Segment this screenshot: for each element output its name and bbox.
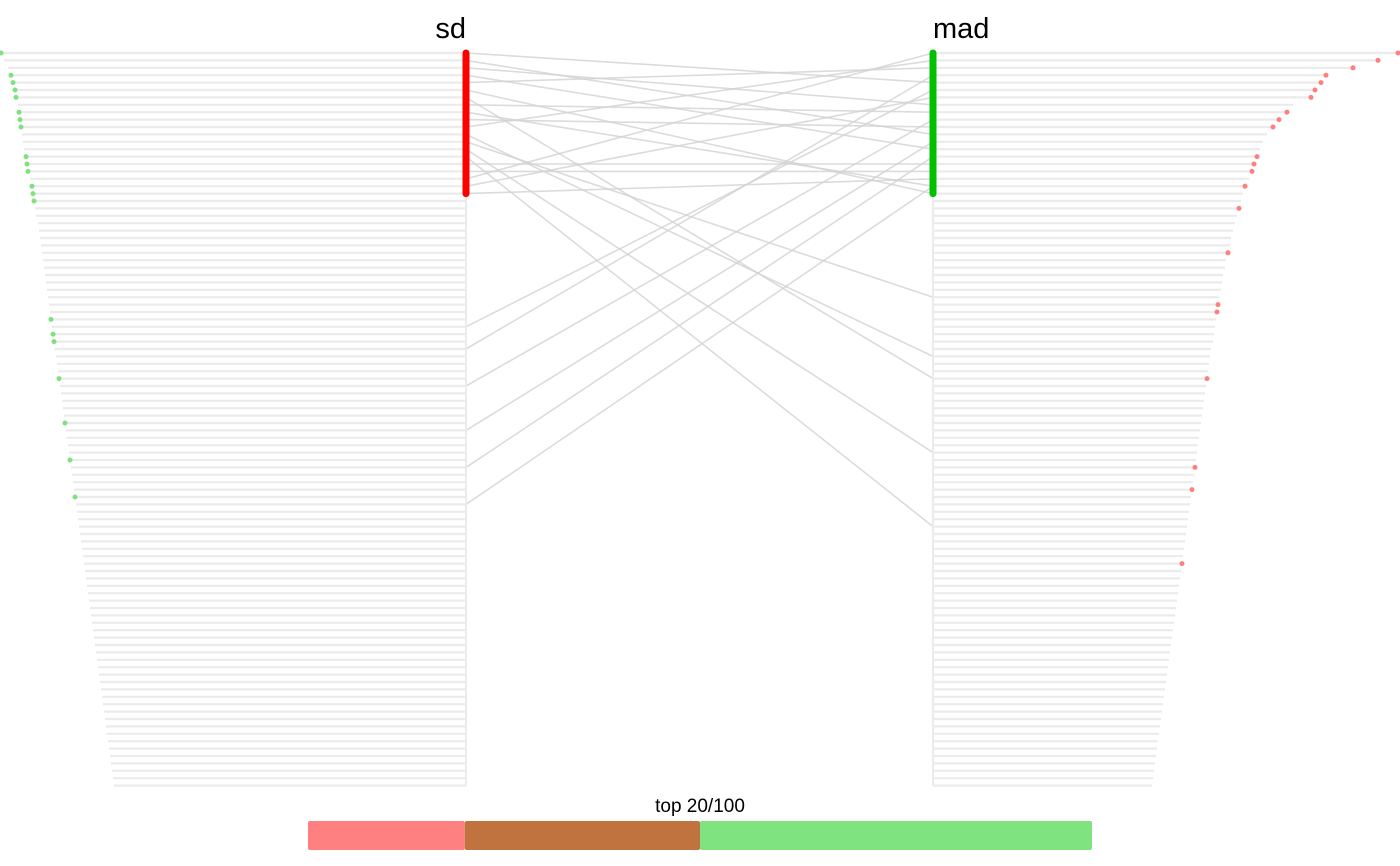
right-dots: [1179, 50, 1400, 567]
right-dot: [1276, 117, 1282, 123]
right-dot: [1312, 87, 1318, 93]
legend-segment-overlap: [464, 821, 700, 850]
right-dot: [1270, 124, 1276, 130]
left-dot: [18, 124, 24, 130]
rank-link: [465, 141, 934, 298]
rank-link: [465, 118, 934, 387]
right-dot: [1318, 80, 1324, 86]
right-dot: [1192, 464, 1198, 470]
rank-link: [465, 141, 934, 432]
left-dot: [51, 339, 57, 345]
rank-link: [465, 178, 934, 195]
right-dot: [1215, 302, 1221, 308]
left-dot: [23, 154, 29, 160]
right-dot: [1179, 561, 1185, 567]
left-dots: [0, 50, 78, 500]
left-rank-bars: [1, 51, 466, 787]
left-dot: [25, 168, 31, 174]
legend-label: top 20/100: [655, 796, 745, 817]
rank-link: [465, 133, 934, 358]
legend-segment-sd-only: [308, 821, 465, 850]
left-dot: [10, 80, 16, 86]
rank-link: [465, 89, 934, 328]
right-dot: [1204, 376, 1210, 382]
rank-link: [465, 155, 934, 528]
column-title-sd: sd: [435, 13, 466, 45]
left-dot: [50, 331, 56, 337]
rank-link: [465, 111, 934, 187]
right-dot: [1251, 161, 1257, 167]
right-dot: [1249, 168, 1255, 174]
left-dot: [48, 316, 54, 322]
rank-link: [465, 185, 934, 506]
left-dot: [8, 72, 14, 78]
rank-link: [465, 67, 934, 84]
right-rank-bars: [933, 51, 1398, 787]
right-dot: [1284, 109, 1290, 115]
rank-link: [465, 74, 934, 150]
right-dot: [1395, 50, 1400, 56]
rank-links: [465, 52, 934, 528]
legend-segment-mad-only: [700, 821, 1092, 850]
left-dot: [12, 87, 18, 93]
right-dot: [1225, 250, 1231, 256]
left-dot: [72, 494, 78, 500]
left-dot: [17, 117, 23, 123]
left-dot: [31, 198, 37, 204]
right-dot: [1350, 65, 1356, 71]
left-dot: [24, 161, 30, 167]
rank-link: [465, 52, 934, 84]
left-dot: [0, 50, 4, 56]
left-dot: [56, 376, 62, 382]
legend-bar: [308, 821, 1092, 850]
rank-axes: [462, 49, 937, 786]
right-dot: [1242, 183, 1248, 189]
rank-link: [465, 104, 934, 113]
rank-link: [465, 67, 934, 106]
rank-link: [465, 52, 934, 180]
left-dot: [29, 183, 35, 189]
rank-link: [465, 148, 934, 454]
right-dot: [1189, 487, 1195, 493]
rank-link: [465, 74, 934, 350]
rank-link: [465, 59, 934, 128]
left-dot: [62, 420, 68, 426]
rank-link: [465, 96, 934, 187]
left-dot: [30, 191, 36, 197]
right-dot: [1323, 72, 1329, 78]
right-dot: [1214, 309, 1220, 315]
left-dot: [16, 109, 22, 115]
right-dot: [1308, 94, 1314, 100]
rank-link: [465, 155, 934, 469]
column-title-mad: mad: [933, 13, 989, 45]
rank-link: [465, 118, 934, 128]
right-dot: [1254, 154, 1260, 160]
left-dot: [13, 94, 19, 100]
rank-link: [465, 59, 934, 136]
right-dot: [1375, 57, 1381, 63]
right-dot: [1236, 205, 1242, 211]
rank-link: [465, 96, 934, 380]
left-dot: [67, 457, 73, 463]
